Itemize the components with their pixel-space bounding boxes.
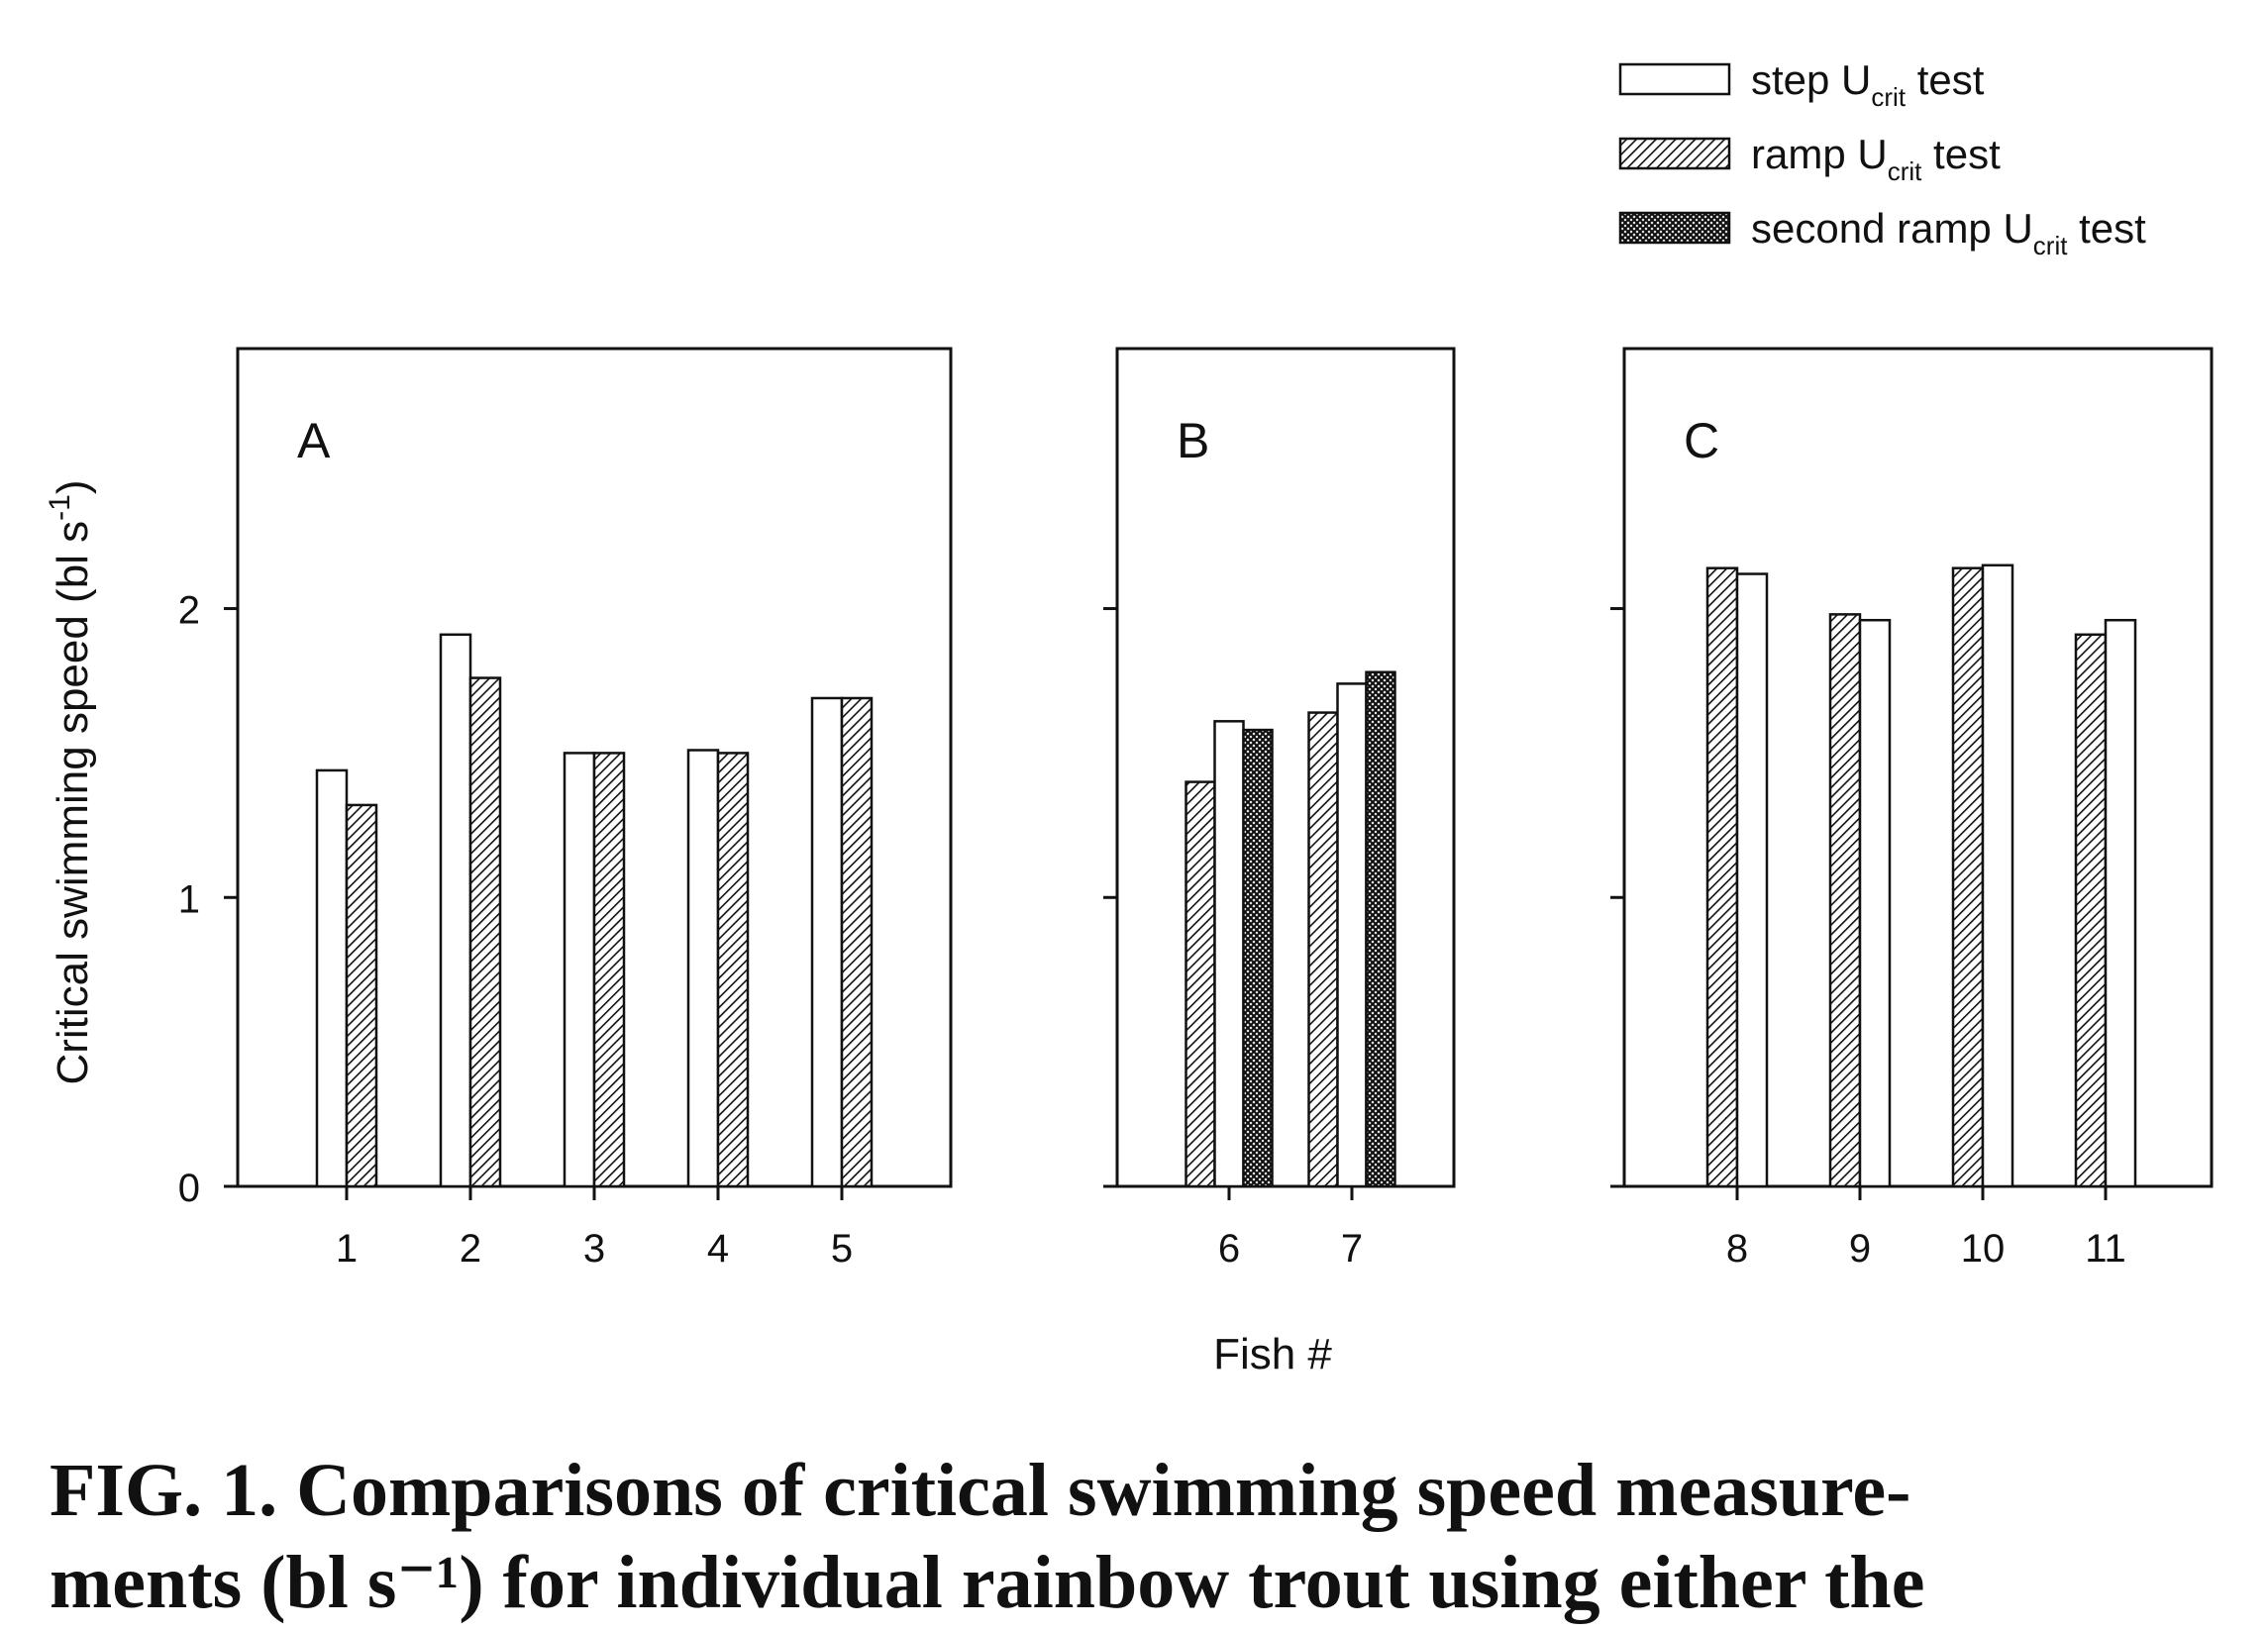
chart-figure: step Ucrit test ramp Ucrit test second ram… bbox=[44, 56, 2214, 1378]
x-tick-label: 3 bbox=[583, 1227, 605, 1271]
x-tick-label: 4 bbox=[707, 1227, 729, 1271]
bar-ramp-fish-11 bbox=[2074, 633, 2108, 1188]
panel-label: B bbox=[1177, 413, 1209, 468]
legend-entry-step: step Ucrit test bbox=[1618, 56, 1985, 112]
x-tick-label: 1 bbox=[336, 1227, 358, 1271]
bar-step-fish-6 bbox=[1213, 720, 1245, 1188]
bar-ramp-fish-1 bbox=[345, 803, 378, 1188]
bar-ramp-fish-6 bbox=[1185, 780, 1216, 1188]
y-tick-label: 1 bbox=[178, 877, 200, 921]
y-axis-label: Critical swimming speed (bl s-1) bbox=[44, 479, 97, 1084]
bar-ramp-fish-9 bbox=[1828, 613, 1862, 1188]
bar-second-fish-6 bbox=[1242, 728, 1274, 1188]
panel-label: C bbox=[1684, 413, 1719, 468]
bar-ramp-fish-5 bbox=[840, 696, 874, 1188]
legend-swatch bbox=[1618, 137, 1731, 170]
x-tick-label: 2 bbox=[460, 1227, 481, 1271]
x-tick-label: 10 bbox=[1961, 1227, 2006, 1271]
bar-step-fish-7 bbox=[1336, 682, 1368, 1188]
panel-c: C 8 9 10 11 bbox=[1610, 347, 2214, 1271]
x-tick-label: 8 bbox=[1726, 1227, 1748, 1271]
bar-ramp-fish-7 bbox=[1307, 711, 1339, 1188]
bar-ramp-fish-10 bbox=[1951, 566, 1985, 1188]
legend-label: second ramp Ucrit test bbox=[1751, 205, 2146, 260]
x-tick-label: 7 bbox=[1341, 1227, 1363, 1271]
legend-swatch bbox=[1618, 211, 1731, 245]
bar-ramp-fish-8 bbox=[1705, 566, 1739, 1188]
figure-caption: FIG. 1. Comparisons of critical swimming… bbox=[50, 1449, 1911, 1532]
y-tick-label: 0 bbox=[178, 1167, 200, 1210]
bar-step-fish-1 bbox=[315, 768, 349, 1188]
panel-label: A bbox=[297, 413, 331, 468]
legend-label: ramp Ucrit test bbox=[1751, 131, 2001, 186]
plot-panels: 0 1 2 A 1 2 3 4 5 B 6 7 C 8 9 10 11 bbox=[178, 347, 2214, 1271]
x-tick-label: 5 bbox=[831, 1227, 853, 1271]
bar-step-fish-8 bbox=[1735, 572, 1769, 1188]
legend-label: step Ucrit test bbox=[1751, 56, 1985, 112]
bar-second-fish-7 bbox=[1365, 670, 1396, 1188]
bar-step-fish-4 bbox=[686, 749, 720, 1188]
bar-ramp-fish-2 bbox=[468, 676, 502, 1188]
legend: step Ucrit test ramp Ucrit test second ram… bbox=[1618, 56, 2146, 260]
bar-step-fish-2 bbox=[439, 633, 472, 1188]
plot-frame bbox=[1115, 347, 1456, 1188]
bar-ramp-fish-4 bbox=[716, 752, 750, 1188]
x-tick-label: 9 bbox=[1849, 1227, 1871, 1271]
x-tick-label: 6 bbox=[1218, 1227, 1240, 1271]
legend-entry-ramp: ramp Ucrit test bbox=[1618, 131, 2001, 186]
x-axis-label: Fish # bbox=[1213, 1330, 1332, 1378]
y-tick-label: 2 bbox=[178, 589, 200, 633]
bar-step-fish-5 bbox=[810, 696, 844, 1188]
figure-caption-line-2: ments (bl s⁻¹) for individual rainbow tr… bbox=[50, 1541, 1925, 1624]
legend-entry-second: second ramp Ucrit test bbox=[1618, 205, 2146, 260]
panel-b: B 6 7 bbox=[1103, 347, 1456, 1271]
legend-swatch bbox=[1618, 62, 1731, 96]
plot-frame bbox=[1622, 347, 2214, 1188]
panel-a: 0 1 2 A 1 2 3 4 5 bbox=[178, 347, 953, 1271]
bar-step-fish-3 bbox=[563, 752, 596, 1188]
bar-step-fish-10 bbox=[1981, 563, 2014, 1188]
bar-step-fish-11 bbox=[2104, 618, 2137, 1188]
bar-step-fish-9 bbox=[1858, 618, 1892, 1188]
x-tick-label: 11 bbox=[2085, 1227, 2126, 1271]
bar-ramp-fish-3 bbox=[592, 752, 626, 1188]
